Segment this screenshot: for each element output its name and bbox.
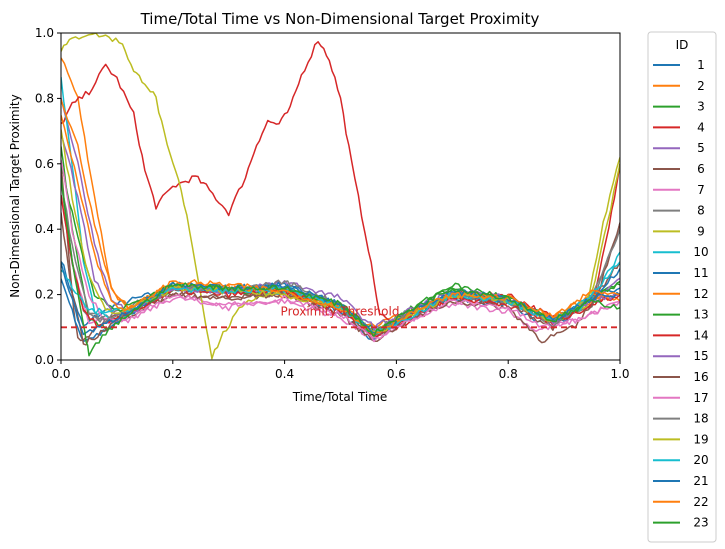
x-tick-label: 1.0 [610,367,629,381]
legend-label-13: 13 [693,308,708,322]
legend-label-11: 11 [693,266,708,280]
x-tick-label: 0.4 [275,367,294,381]
y-axis-label: Non-Dimensional Target Proximity [8,94,22,297]
legend-label-5: 5 [697,141,705,155]
legend-label-21: 21 [693,474,708,488]
legend-label-9: 9 [697,224,705,238]
legend-title: ID [676,38,689,52]
series-line-4 [61,41,620,331]
plot-frame [60,32,621,361]
y-tick-label: 0.0 [35,353,54,367]
legend-label-2: 2 [697,79,705,93]
legend-label-4: 4 [697,120,705,134]
legend-label-7: 7 [697,183,705,197]
series-line-16 [61,212,620,346]
legend-label-23: 23 [693,516,708,530]
y-tick-label: 0.2 [35,288,54,302]
series-line-17 [61,159,620,343]
legend-label-16: 16 [693,370,708,384]
x-tick-label: 0.0 [51,367,70,381]
legend-label-15: 15 [693,349,708,363]
legend-label-22: 22 [693,495,708,509]
legend-label-20: 20 [693,453,708,467]
x-tick-label: 0.8 [499,367,518,381]
threshold-label: Proximity Threshold [281,304,400,318]
x-axis-label: Time/Total Time [292,390,388,404]
x-axis: 0.0 0.2 0.4 0.6 0.8 1.0 [51,360,630,381]
legend-frame [647,31,717,543]
x-tick-label: 0.6 [387,367,406,381]
series-layer [61,33,620,360]
legend-label-17: 17 [693,391,708,405]
chart-title: Time/Total Time vs Non-Dimensional Targe… [140,10,540,28]
series-line-23 [61,177,620,357]
legend-label-8: 8 [697,204,705,218]
y-axis: 0.0 0.2 0.4 0.6 0.8 1.0 [35,26,61,367]
series-line-7 [61,194,620,339]
legend-label-3: 3 [697,100,705,114]
series-line-22 [61,115,620,336]
series-line-5 [61,97,620,332]
y-tick-label: 1.0 [35,26,54,40]
y-tick-label: 0.8 [35,91,54,105]
legend-label-1: 1 [697,58,705,72]
legend-label-10: 10 [693,245,708,259]
legend-label-19: 19 [693,432,708,446]
legend-label-14: 14 [693,328,708,342]
legend-label-12: 12 [693,287,708,301]
x-tick-label: 0.2 [163,367,182,381]
legend-label-6: 6 [697,162,705,176]
legend-label-18: 18 [693,412,708,426]
y-tick-label: 0.4 [35,222,54,236]
y-tick-label: 0.6 [35,157,54,171]
